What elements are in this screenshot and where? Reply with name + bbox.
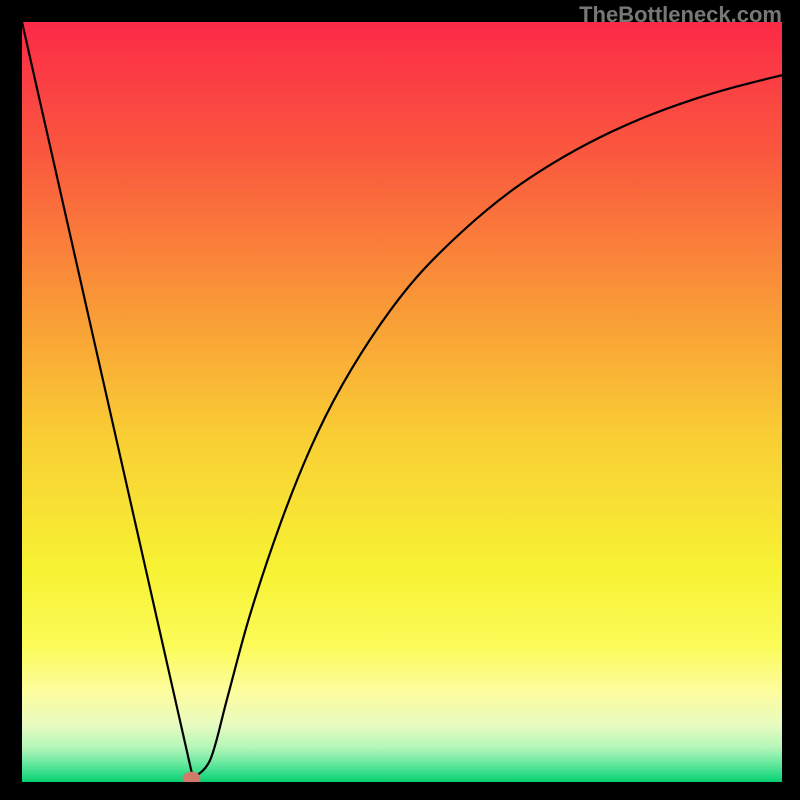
gradient-background [22,22,782,782]
watermark-text: TheBottleneck.com [579,2,782,28]
chart-container: TheBottleneck.com [0,0,800,800]
plot-area [22,22,782,782]
chart-svg [22,22,782,782]
